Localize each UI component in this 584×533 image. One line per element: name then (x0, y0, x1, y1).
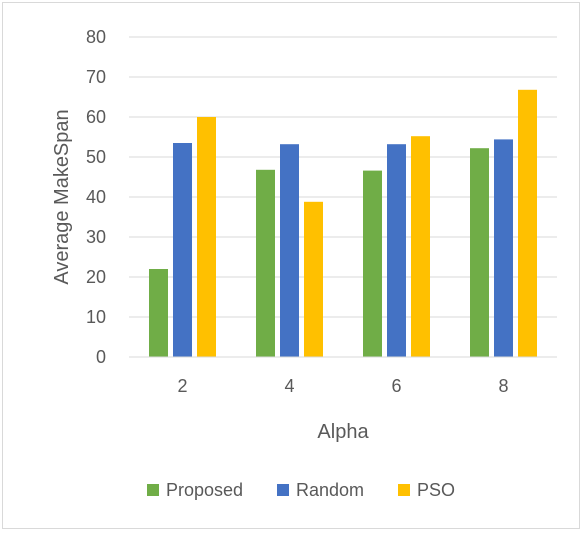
y-tick-label: 70 (86, 67, 106, 87)
y-tick-label: 0 (96, 347, 106, 367)
x-tick-label: 2 (177, 376, 187, 396)
y-tick-label: 10 (86, 307, 106, 327)
legend-label-random: Random (296, 480, 364, 500)
y-axis-tick-labels: 0 10 20 30 40 50 60 70 80 (86, 27, 106, 367)
bar-proposed-2 (149, 269, 168, 357)
x-tick-label: 8 (498, 376, 508, 396)
y-tick-label: 80 (86, 27, 106, 47)
y-tick-label: 50 (86, 147, 106, 167)
bar-pso-8 (518, 89, 537, 358)
y-tick-label: 60 (86, 107, 106, 127)
bar-random-2 (173, 143, 192, 357)
gridlines (129, 36, 557, 318)
bar-proposed-8 (470, 148, 489, 357)
x-tick-label: 4 (284, 376, 294, 396)
bar-proposed-6 (363, 170, 382, 357)
legend-label-pso: PSO (417, 480, 455, 500)
y-tick-label: 20 (86, 267, 106, 287)
bar-proposed-4 (256, 169, 275, 357)
x-axis-tick-labels: 2 4 6 8 (177, 376, 508, 396)
x-tick-label: 6 (391, 376, 401, 396)
bars (149, 89, 537, 358)
y-axis-title: Average MakeSpan (51, 109, 73, 284)
legend: Proposed Random PSO (147, 480, 455, 500)
bar-random-8 (494, 139, 513, 357)
legend-swatch-proposed (147, 484, 159, 496)
legend-swatch-random (277, 484, 289, 496)
legend-swatch-pso (398, 484, 410, 496)
legend-label-proposed: Proposed (166, 480, 243, 500)
x-axis-title: Alpha (317, 421, 369, 443)
bar-pso-4 (304, 201, 323, 357)
bar-random-6 (387, 144, 406, 357)
y-tick-label: 30 (86, 227, 106, 247)
bar-random-4 (280, 144, 299, 357)
bar-pso-6 (411, 136, 430, 357)
bar-pso-2 (197, 117, 216, 357)
y-tick-label: 40 (86, 187, 106, 207)
